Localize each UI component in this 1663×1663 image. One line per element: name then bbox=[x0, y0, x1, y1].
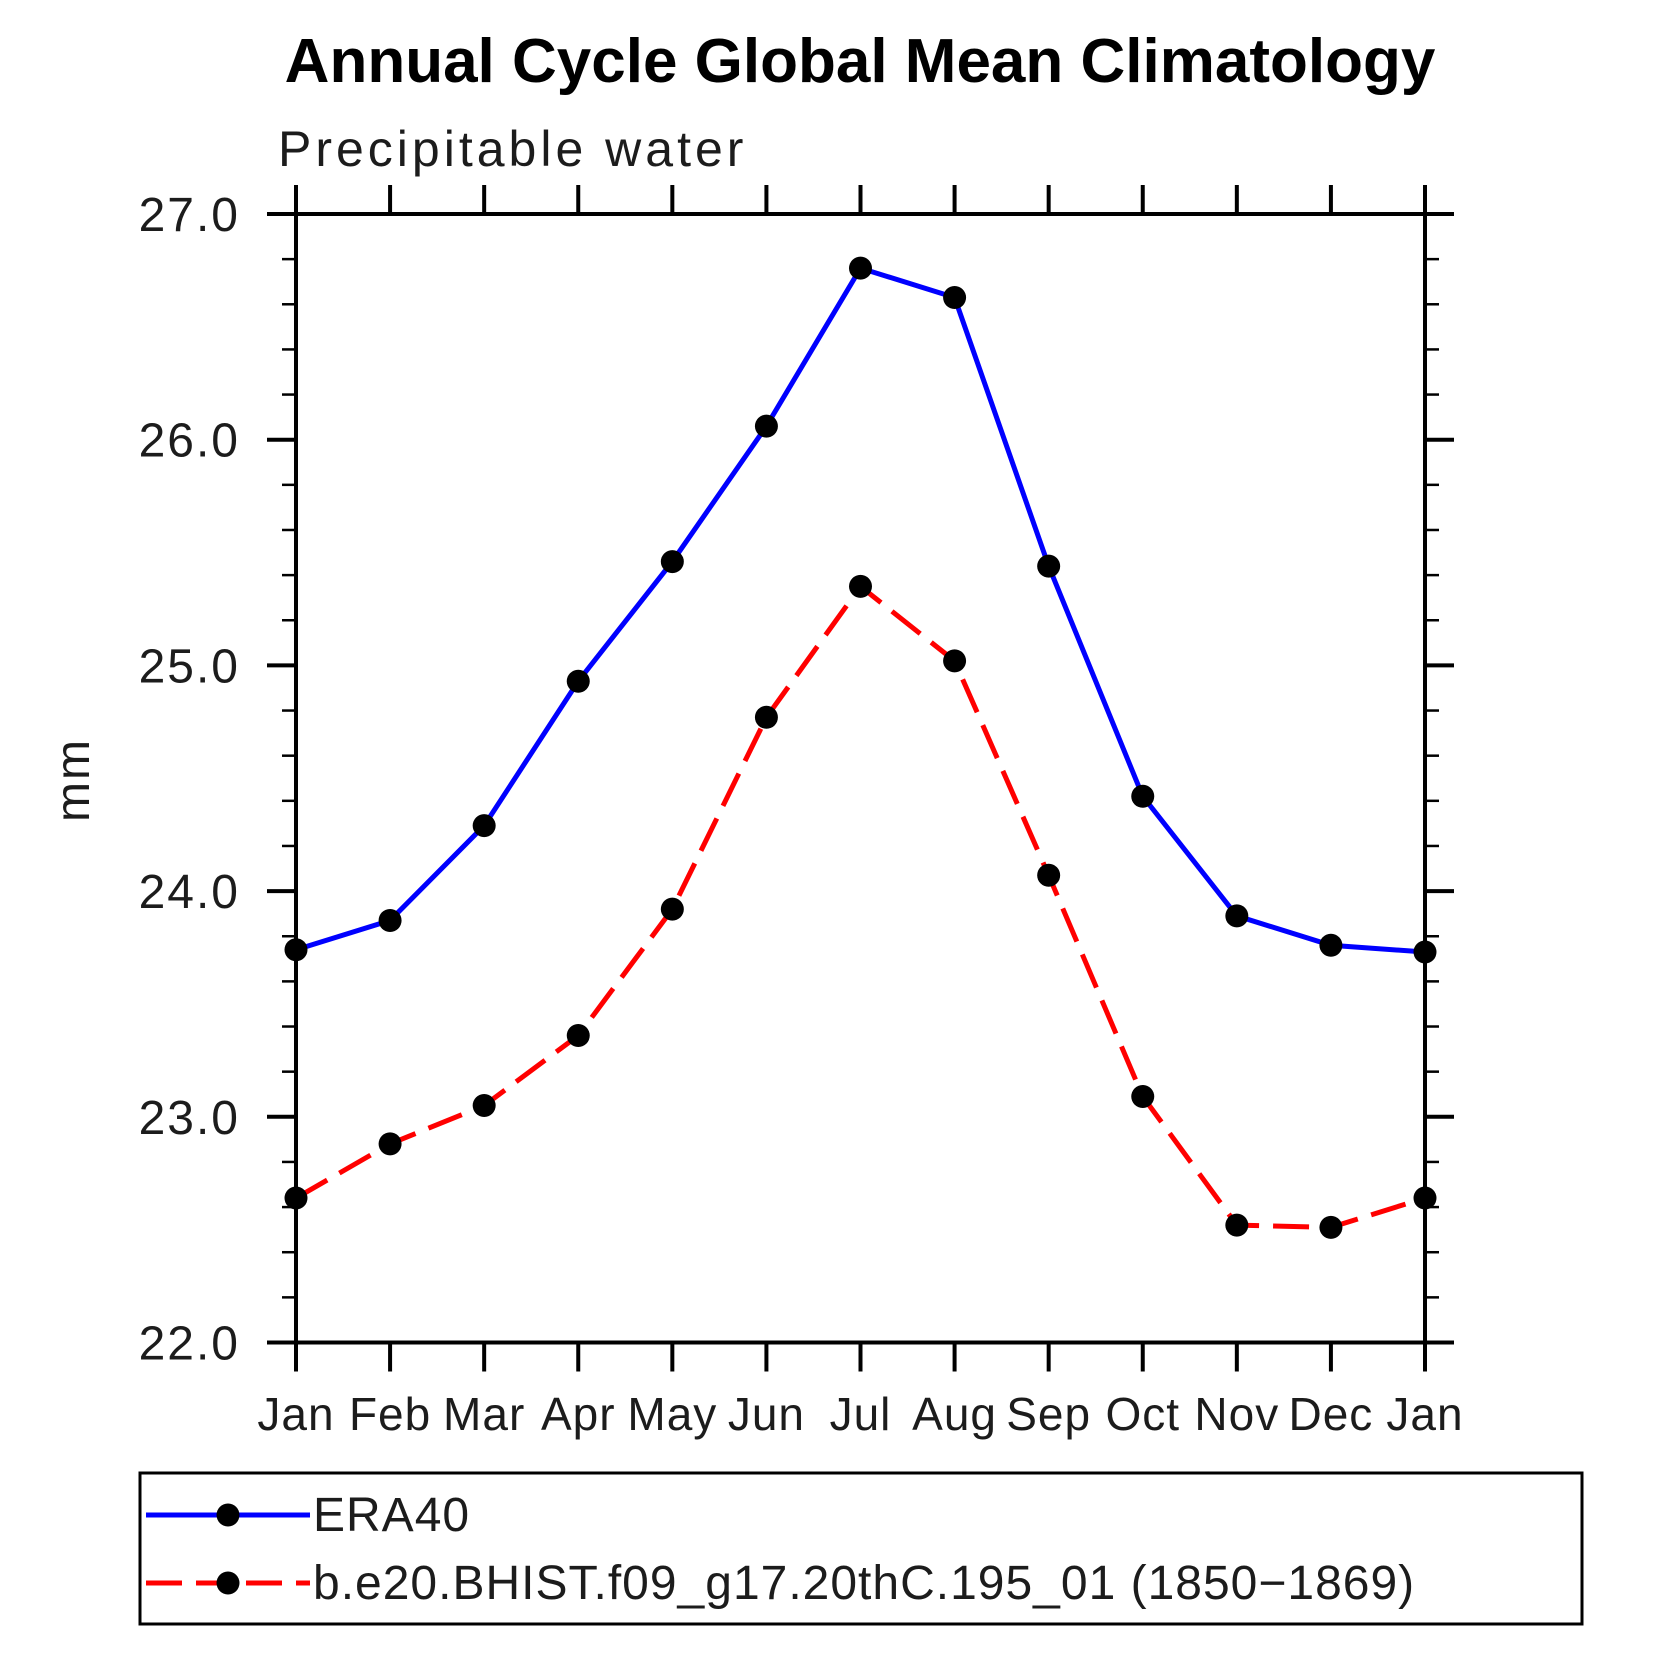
data-point bbox=[284, 938, 308, 962]
legend-label: b.e20.BHIST.f09_g17.20thC.195_01 (1850−1… bbox=[313, 1557, 1415, 1610]
x-tick-label: Jan bbox=[1386, 1388, 1463, 1440]
y-tick-label: 24.0 bbox=[139, 866, 240, 919]
data-point bbox=[472, 814, 496, 838]
plot-frame bbox=[294, 212, 1427, 1345]
data-point bbox=[849, 256, 872, 280]
x-tick-label: Nov bbox=[1194, 1388, 1279, 1440]
series-line-era40 bbox=[295, 265, 1426, 955]
x-tick-label: Dec bbox=[1289, 1388, 1374, 1440]
y-tick-label: 25.0 bbox=[139, 640, 240, 693]
legend-label: ERA40 bbox=[313, 1489, 470, 1542]
y-tick-label: 26.0 bbox=[139, 415, 240, 468]
x-tick-label: May bbox=[627, 1388, 717, 1440]
data-point bbox=[1413, 940, 1437, 964]
legend-marker bbox=[216, 1503, 240, 1527]
legend-marker bbox=[216, 1571, 240, 1595]
x-tick-label: Oct bbox=[1105, 1388, 1180, 1440]
data-point bbox=[378, 1132, 402, 1156]
chart-title: Annual Cycle Global Mean Climatology bbox=[285, 27, 1436, 96]
data-point bbox=[1037, 863, 1061, 887]
data-point bbox=[1319, 1215, 1343, 1239]
data-point bbox=[660, 550, 684, 574]
data-point bbox=[1413, 1186, 1437, 1210]
legend-box bbox=[138, 1471, 1584, 1626]
data-point bbox=[1225, 904, 1249, 928]
y-tick-label: 27.0 bbox=[139, 189, 240, 242]
data-point bbox=[943, 649, 967, 673]
x-tick-label: Sep bbox=[1006, 1388, 1091, 1440]
data-point bbox=[754, 705, 778, 729]
data-point bbox=[1319, 933, 1343, 957]
x-tick-label: Feb bbox=[349, 1388, 431, 1440]
legend-items: ERA40 b.e20.BHIST.f09_g17.20thC.195_01 (1… bbox=[146, 1489, 1415, 1610]
legend: ERA40 b.e20.BHIST.f09_g17.20thC.195_01 (1… bbox=[138, 1471, 1584, 1626]
x-tick-label: Aug bbox=[912, 1388, 997, 1440]
plot-area: Jan Feb Mar Apr May Jun Jul Aug Sep Oct Nov Dec Jan2… bbox=[139, 185, 1463, 1440]
x-tick-label: Mar bbox=[443, 1388, 525, 1440]
y-tick-label: 23.0 bbox=[139, 1092, 240, 1145]
y-tick-label: 22.0 bbox=[139, 1318, 240, 1371]
data-point bbox=[943, 286, 967, 310]
x-tick-label: Jan bbox=[257, 1388, 334, 1440]
x-tick-label: Jul bbox=[830, 1388, 892, 1440]
data-point bbox=[378, 908, 402, 932]
series-line-model bbox=[294, 582, 1426, 1230]
data-point bbox=[1225, 1213, 1249, 1237]
data-point bbox=[472, 1094, 496, 1118]
data-point bbox=[1131, 784, 1155, 808]
data-point bbox=[1131, 1084, 1155, 1108]
data-point bbox=[1037, 554, 1061, 578]
y-axis-label: mm bbox=[47, 738, 100, 822]
chart-subtitle: Precipitable water bbox=[278, 121, 747, 177]
data-point bbox=[849, 574, 872, 598]
x-tick-label: Apr bbox=[541, 1388, 616, 1440]
data-point bbox=[284, 1186, 308, 1210]
data-point bbox=[660, 897, 684, 921]
data-point bbox=[566, 669, 590, 693]
data-point bbox=[566, 1024, 590, 1048]
x-tick-label: Jun bbox=[728, 1388, 805, 1440]
data-point bbox=[754, 414, 778, 438]
